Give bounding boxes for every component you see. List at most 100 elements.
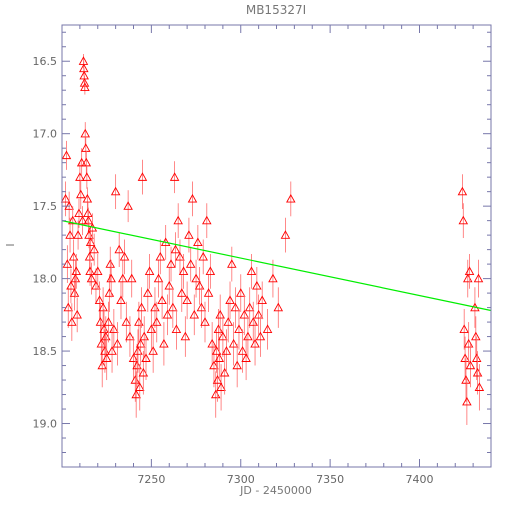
data-point-triangle — [103, 317, 114, 326]
data-point-triangle — [243, 331, 253, 341]
data-point-triangle — [67, 215, 78, 225]
data-point-triangle — [221, 346, 232, 355]
data-point-triangle — [67, 317, 77, 326]
data-point-triangle — [101, 331, 111, 341]
data-point-triangle — [203, 288, 214, 297]
plot-frame — [61, 24, 492, 468]
data-point-triangle — [268, 273, 278, 283]
data-point-triangle — [280, 230, 291, 239]
data-point-triangle — [110, 186, 121, 196]
data-points — [60, 53, 485, 425]
data-point-triangle — [241, 353, 251, 362]
trend-fit-line — [61, 220, 492, 312]
data-point-triangle — [85, 266, 95, 276]
data-point-triangle — [94, 295, 105, 304]
data-point-triangle — [218, 331, 228, 341]
data-point-triangle — [193, 237, 203, 247]
data-point-triangle — [200, 317, 210, 326]
data-point-triangle — [86, 273, 97, 283]
data-point-triangle — [463, 338, 474, 348]
data-point-triangle — [101, 353, 112, 362]
data-point-triangle — [157, 295, 167, 304]
data-point-triangle — [133, 346, 143, 355]
data-point-triangle — [459, 324, 469, 333]
data-point-triangle — [144, 266, 155, 276]
data-point-triangle — [76, 157, 87, 167]
data-point-triangle — [257, 295, 267, 304]
data-point-triangle — [232, 360, 242, 370]
data-point-triangle — [73, 230, 83, 239]
data-point-triangle — [196, 302, 207, 312]
data-point-triangle — [82, 172, 92, 181]
data-point-triangle — [176, 288, 187, 297]
data-point-triangle — [61, 150, 72, 160]
data-point-triangle — [134, 317, 144, 326]
data-point-triangle — [112, 338, 123, 348]
data-point-triangle — [92, 266, 103, 276]
data-point-triangle — [123, 201, 133, 210]
data-point-triangle — [246, 266, 257, 276]
data-point-triangle — [462, 396, 472, 406]
data-point-triangle — [72, 309, 82, 319]
data-point-triangle — [68, 251, 79, 261]
data-point-triangle — [138, 367, 149, 377]
data-point-triangle — [109, 324, 119, 333]
data-point-triangle — [89, 244, 99, 254]
data-point-triangle — [70, 273, 81, 283]
data-point-triangle — [139, 331, 149, 341]
data-point-triangle — [228, 338, 239, 348]
data-point-triangle — [225, 295, 235, 304]
data-point-triangle — [126, 273, 137, 283]
data-point-triangle — [155, 251, 166, 261]
data-point-triangle — [214, 353, 225, 362]
data-point-triangle — [209, 360, 219, 370]
y-axis-title: I — [4, 243, 17, 246]
data-point-triangle — [471, 331, 481, 341]
data-point-triangle — [239, 309, 250, 319]
data-point-triangle — [255, 331, 266, 341]
data-point-triangle — [146, 324, 157, 333]
data-point-triangle — [166, 259, 176, 268]
data-point-triangle — [237, 346, 248, 355]
data-point-triangle — [471, 353, 482, 362]
data-point-triangle — [105, 259, 116, 268]
data-point-triangle — [273, 302, 284, 312]
data-point-triangle — [141, 353, 151, 362]
data-point-triangle — [125, 331, 135, 341]
data-point-triangle — [458, 215, 469, 225]
y-tick-label: 18.5 — [33, 345, 58, 358]
data-point-triangle — [185, 259, 196, 268]
data-point-triangle — [215, 309, 225, 319]
data-point-triangle — [134, 382, 145, 391]
data-point-triangle — [205, 266, 216, 276]
data-point-triangle — [223, 317, 234, 326]
data-point-triangle — [153, 273, 164, 283]
data-point-triangle — [83, 215, 94, 225]
data-point-triangle — [474, 382, 485, 391]
data-point-triangle — [119, 251, 130, 261]
data-point-triangle — [121, 317, 132, 326]
data-point-triangle — [107, 346, 117, 355]
fit-line-layer — [61, 220, 492, 312]
data-point-triangle — [457, 186, 468, 196]
data-point-triangle — [173, 215, 183, 225]
y-tick-label: 17.5 — [33, 200, 58, 213]
data-point-triangle — [473, 273, 484, 283]
data-point-triangle — [77, 215, 88, 225]
data-point-triangle — [187, 193, 198, 203]
data-point-triangle — [460, 353, 470, 362]
data-point-triangle — [191, 273, 201, 283]
data-point-triangle — [244, 302, 255, 312]
data-point-triangle — [137, 172, 148, 181]
data-point-triangle — [71, 266, 82, 276]
data-point-triangle — [194, 280, 205, 290]
data-point-triangle — [182, 295, 192, 304]
data-point-triangle — [198, 251, 208, 261]
data-point-triangle — [98, 302, 108, 312]
data-point-triangle — [184, 230, 194, 239]
data-point-triangle — [464, 266, 475, 276]
data-point-triangle — [175, 251, 185, 261]
data-point-triangle — [164, 280, 175, 290]
data-point-triangle — [81, 157, 92, 167]
